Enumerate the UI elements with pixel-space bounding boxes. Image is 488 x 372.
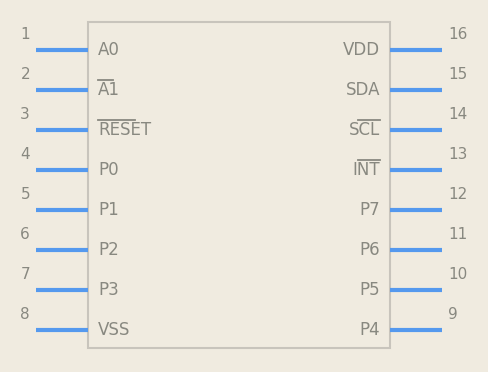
Text: 2: 2 <box>20 67 30 82</box>
Text: 15: 15 <box>448 67 467 82</box>
Text: VSS: VSS <box>98 321 130 339</box>
Text: 8: 8 <box>20 307 30 322</box>
Text: 16: 16 <box>448 27 468 42</box>
Text: 11: 11 <box>448 227 467 242</box>
Text: P6: P6 <box>359 241 380 259</box>
Text: 9: 9 <box>448 307 458 322</box>
Text: 13: 13 <box>448 147 468 162</box>
Text: INT: INT <box>352 161 380 179</box>
Text: P2: P2 <box>98 241 119 259</box>
Text: SCL: SCL <box>349 121 380 139</box>
Text: 10: 10 <box>448 267 467 282</box>
Text: SDA: SDA <box>346 81 380 99</box>
Bar <box>88 22 390 348</box>
Text: VDD: VDD <box>343 41 380 59</box>
Text: A1: A1 <box>98 81 120 99</box>
Text: 6: 6 <box>20 227 30 242</box>
Text: P0: P0 <box>98 161 119 179</box>
Text: 7: 7 <box>20 267 30 282</box>
Text: 5: 5 <box>20 187 30 202</box>
Text: 12: 12 <box>448 187 467 202</box>
Text: 3: 3 <box>20 107 30 122</box>
Text: A0: A0 <box>98 41 120 59</box>
Text: P7: P7 <box>359 201 380 219</box>
Text: P5: P5 <box>359 281 380 299</box>
Text: P1: P1 <box>98 201 119 219</box>
Text: 14: 14 <box>448 107 467 122</box>
Text: RESET: RESET <box>98 121 151 139</box>
Text: P4: P4 <box>359 321 380 339</box>
Text: 1: 1 <box>20 27 30 42</box>
Text: P3: P3 <box>98 281 119 299</box>
Text: 4: 4 <box>20 147 30 162</box>
